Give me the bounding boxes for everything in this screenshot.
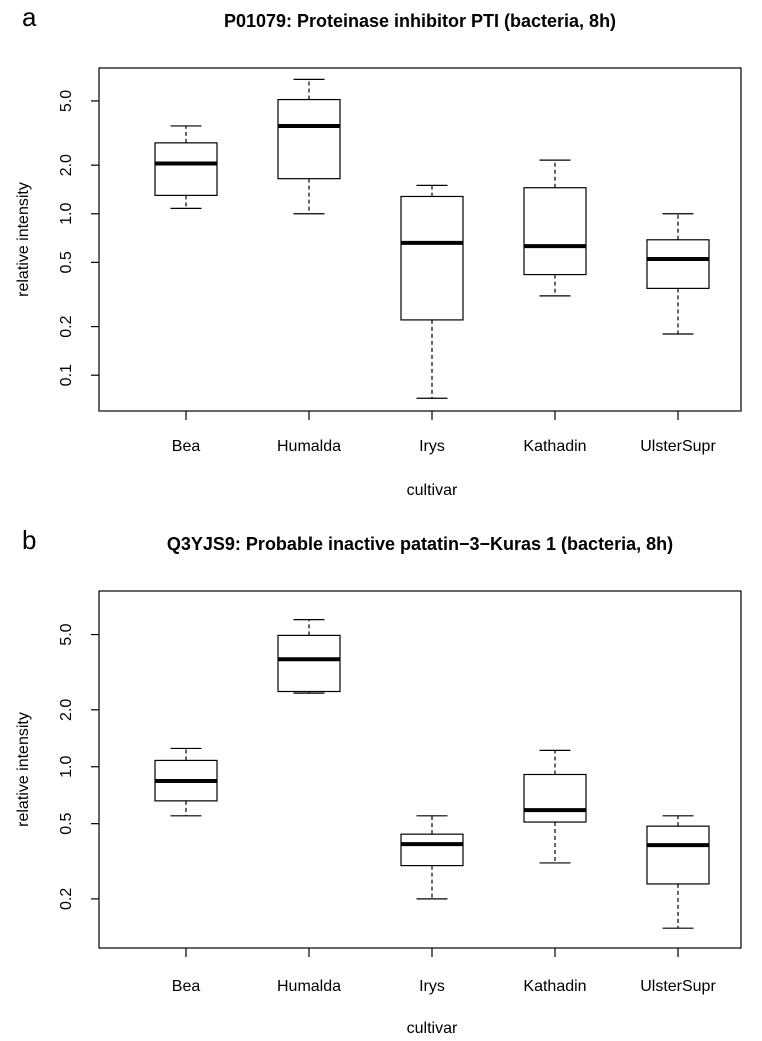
x-tick-label: Bea <box>172 978 201 995</box>
box-humalda <box>278 620 340 694</box>
iqr-box <box>155 143 217 196</box>
panel-letter: a <box>22 2 37 32</box>
chart-title: P01079: Proteinase inhibitor PTI (bacter… <box>224 11 616 31</box>
y-tick-label: 0.2 <box>58 888 75 910</box>
x-tick-label: Irys <box>419 438 445 455</box>
y-tick-label: 2.0 <box>58 154 75 176</box>
y-tick-label: 1.0 <box>58 203 75 225</box>
y-tick-label: 2.0 <box>58 699 75 721</box>
iqr-box <box>524 188 586 275</box>
chart-panel-b: b Q3YJS9: Probable inactive patatin−3−Kur… <box>15 525 741 1037</box>
x-axis-label: cultivar <box>407 482 458 499</box>
y-tick-label: 5.0 <box>58 90 75 112</box>
box-kathadin <box>524 160 586 296</box>
x-axis-label: cultivar <box>407 1020 458 1037</box>
x-tick-label: Irys <box>419 978 445 995</box>
chart-title: Q3YJS9: Probable inactive patatin−3−Kura… <box>167 534 673 554</box>
iqr-box <box>647 240 709 289</box>
x-tick-label: Humalda <box>277 978 341 995</box>
box-bea <box>155 748 217 815</box>
y-tick-label: 1.0 <box>58 756 75 778</box>
box-kathadin <box>524 750 586 863</box>
box-ulstersupr <box>647 214 709 334</box>
iqr-box <box>401 834 463 865</box>
y-axis-label: relative intensity <box>15 712 32 827</box>
y-tick-label: 0.1 <box>58 364 75 386</box>
y-axis-label: relative intensity <box>15 182 32 297</box>
y-tick-label: 0.5 <box>58 812 75 834</box>
box-humalda <box>278 79 340 213</box>
x-tick-label: Bea <box>172 438 201 455</box>
iqr-box <box>278 100 340 179</box>
box-ulstersupr <box>647 816 709 928</box>
box-bea <box>155 126 217 208</box>
y-tick-label: 0.2 <box>58 315 75 337</box>
iqr-box <box>278 635 340 691</box>
iqr-box <box>524 774 586 822</box>
y-tick-label: 0.5 <box>58 251 75 273</box>
panel-letter: b <box>22 525 36 555</box>
y-tick-label: 5.0 <box>58 623 75 645</box>
iqr-box <box>647 826 709 884</box>
x-tick-label: Kathadin <box>523 438 586 455</box>
box-irys <box>401 816 463 899</box>
iqr-box <box>401 196 463 319</box>
x-tick-label: Humalda <box>277 438 341 455</box>
box-irys <box>401 185 463 398</box>
x-tick-label: UlsterSupr <box>640 438 716 455</box>
x-tick-label: Kathadin <box>523 978 586 995</box>
chart-panel-a: a P01079: Proteinase inhibitor PTI (bacte… <box>15 2 741 499</box>
x-tick-label: UlsterSupr <box>640 978 716 995</box>
